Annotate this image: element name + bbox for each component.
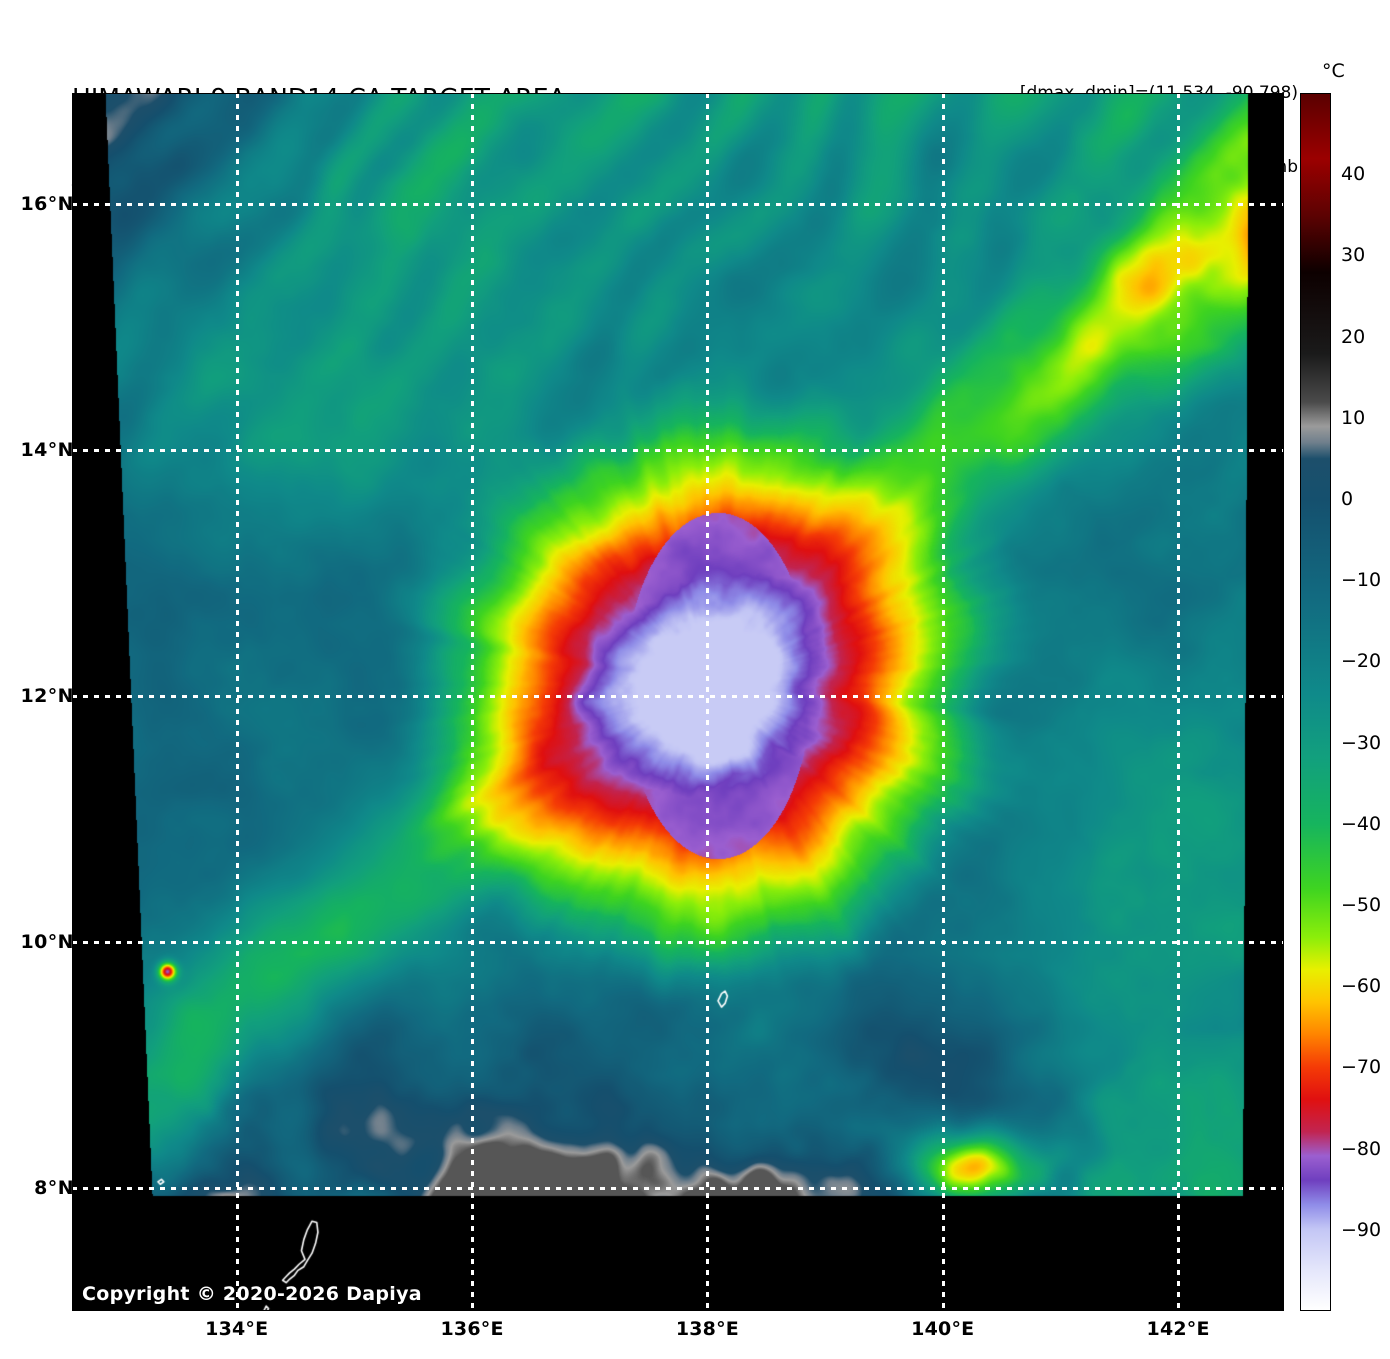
colorbar-tick-minus60: −60 (1341, 975, 1382, 998)
colorbar-tick-30: 30 (1341, 244, 1366, 267)
colorbar-tick-minus90: −90 (1341, 1218, 1382, 1241)
colorbar-tick-minus30: −30 (1341, 731, 1382, 754)
colorbar-gradient (1301, 94, 1330, 1310)
latitude-tick-16: 16°N (20, 192, 74, 215)
longitude-tick-140: 140°E (911, 1318, 975, 1340)
longitude-tick-134: 134°E (205, 1318, 269, 1340)
colorbar-tick-0: 0 (1341, 488, 1354, 510)
colorbar-unit-label: °C (1322, 60, 1345, 82)
longitude-tick-142: 142°E (1146, 1318, 1210, 1340)
satellite-image-plot[interactable] (72, 93, 1284, 1311)
longitude-tick-136: 136°E (440, 1318, 504, 1340)
coastline-canvas (72, 93, 1284, 1311)
colorbar-tick-minus20: −20 (1341, 650, 1382, 673)
copyright-label: Copyright © 2020-2026 Dapiya (82, 1283, 422, 1305)
temperature-colorbar[interactable] (1300, 93, 1331, 1311)
colorbar-tick-minus80: −80 (1341, 1137, 1382, 1160)
colorbar-tick-minus10: −10 (1341, 569, 1382, 592)
latitude-tick-14: 14°N (20, 438, 74, 461)
colorbar-tick-minus70: −70 (1341, 1056, 1382, 1079)
longitude-tick-138: 138°E (675, 1318, 739, 1340)
latitude-tick-10: 10°N (20, 930, 74, 953)
colorbar-tick-20: 20 (1341, 325, 1366, 348)
colorbar-tick-10: 10 (1341, 406, 1366, 429)
latitude-tick-12: 12°N (20, 684, 74, 707)
latitude-tick-8: 8°N (34, 1176, 74, 1199)
colorbar-tick-minus40: −40 (1341, 812, 1382, 835)
colorbar-tick-minus50: −50 (1341, 894, 1382, 916)
colorbar-tick-40: 40 (1341, 163, 1366, 186)
